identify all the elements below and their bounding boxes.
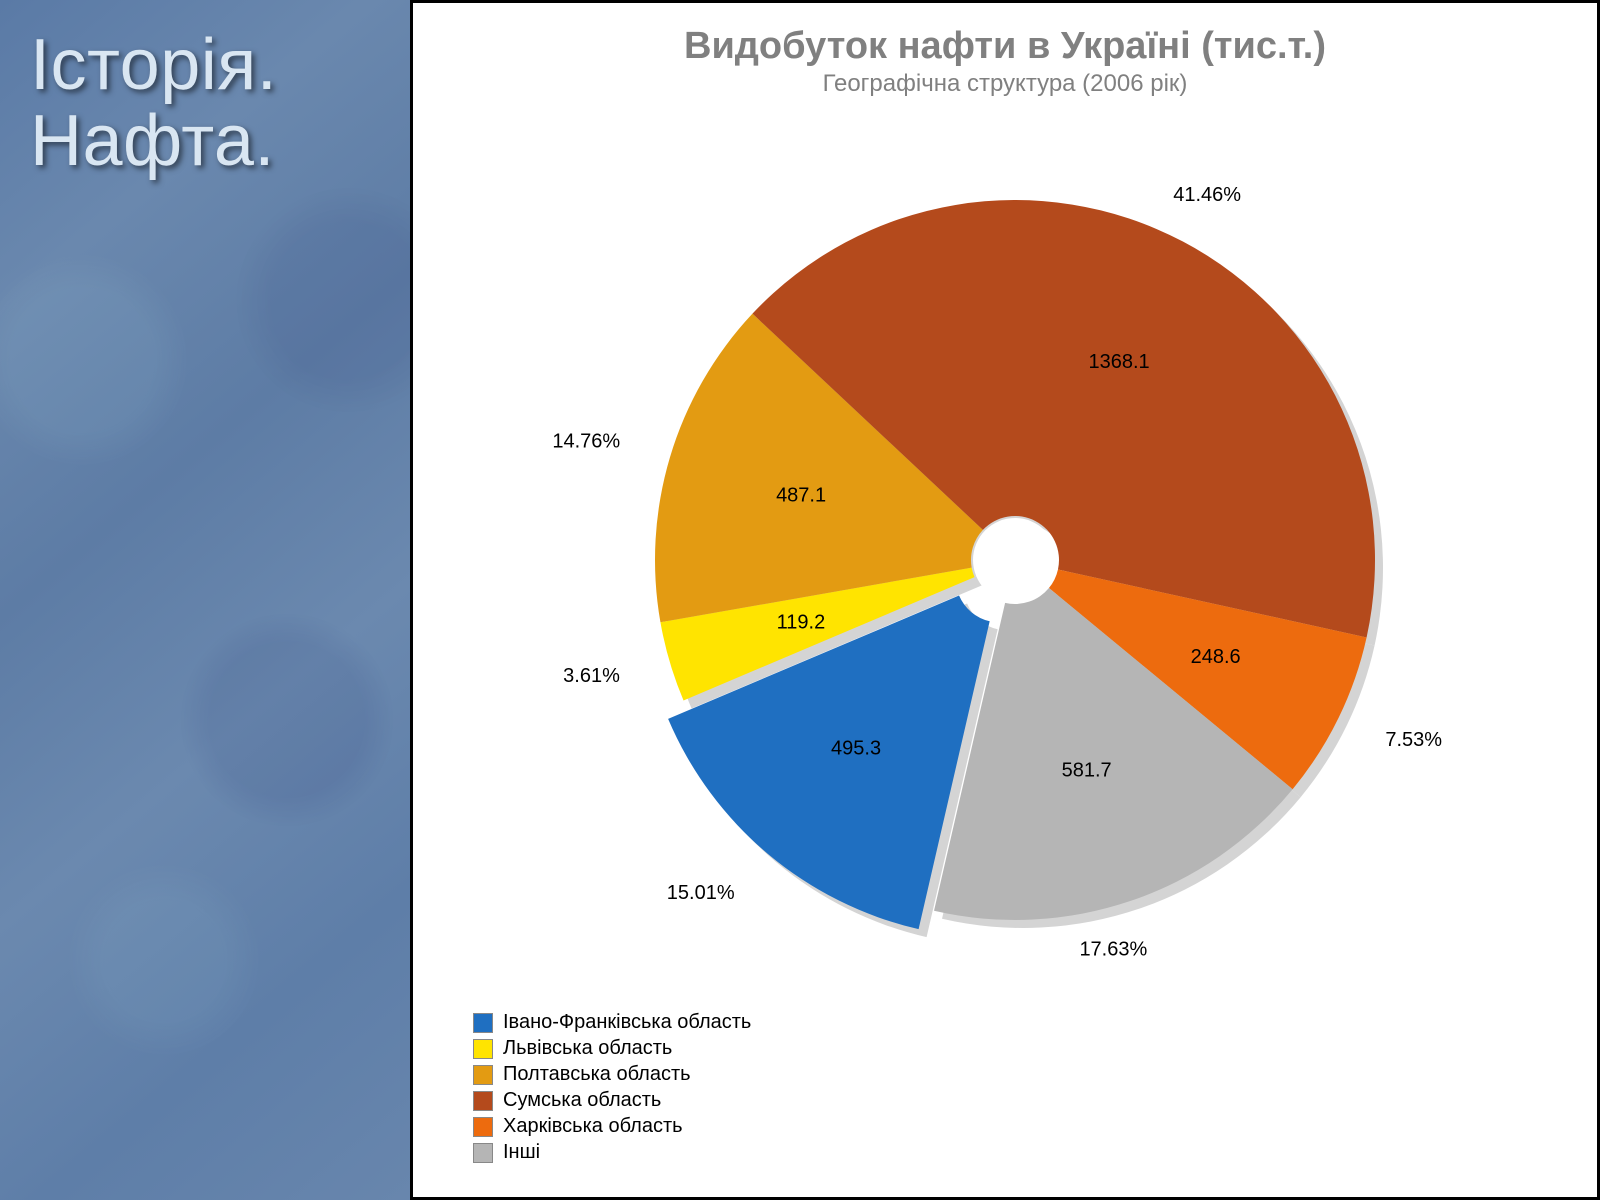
slice-percent-ivano: 15.01% xyxy=(667,882,735,904)
sidebar-title-line2: Нафта. xyxy=(30,104,400,180)
legend-swatch xyxy=(473,1065,493,1085)
slice-percent-lviv: 3.61% xyxy=(563,665,620,687)
chart-legend: Івано-Франківська область Львівська облас… xyxy=(473,1008,751,1167)
legend-label: Івано-Франківська область xyxy=(503,1011,751,1034)
chart-panel: Видобуток нафти в Україні (тис.т.) Геогр… xyxy=(410,0,1600,1200)
legend-item-other: Інші xyxy=(473,1141,751,1164)
slice-percent-kharkiv: 7.53% xyxy=(1385,729,1442,751)
legend-swatch xyxy=(473,1039,493,1059)
legend-swatch xyxy=(473,1013,493,1033)
slice-value-poltava: 487.1 xyxy=(776,484,826,506)
legend-label: Інші xyxy=(503,1141,540,1164)
slice-value-lviv: 119.2 xyxy=(777,612,826,634)
legend-swatch xyxy=(473,1117,493,1137)
legend-item-kharkiv: Харківська область xyxy=(473,1115,751,1138)
chart-subtitle: Географічна структура (2006 рік) xyxy=(413,70,1597,98)
slice-value-other: 581.7 xyxy=(1062,760,1112,782)
legend-item-lviv: Львівська область xyxy=(473,1037,751,1060)
slice-percent-other: 17.63% xyxy=(1079,938,1147,960)
legend-item-poltava: Полтавська область xyxy=(473,1063,751,1086)
legend-item-sumy: Сумська область xyxy=(473,1089,751,1112)
legend-item-ivano: Івано-Франківська область xyxy=(473,1011,751,1034)
chart-title: Видобуток нафти в Україні (тис.т.) xyxy=(413,25,1597,68)
slice-percent-sumy: 41.46% xyxy=(1173,184,1241,206)
legend-swatch xyxy=(473,1143,493,1163)
legend-label: Харківська область xyxy=(503,1115,683,1138)
left-sidebar: Історія. Нафта. xyxy=(0,0,410,1200)
legend-swatch xyxy=(473,1091,493,1111)
slice-percent-poltava: 14.76% xyxy=(552,431,620,453)
sidebar-title: Історія. Нафта. xyxy=(0,0,410,179)
slice-value-kharkiv: 248.6 xyxy=(1191,646,1241,668)
legend-label: Сумська область xyxy=(503,1089,661,1112)
legend-label: Полтавська область xyxy=(503,1063,691,1086)
slice-value-sumy: 1368.1 xyxy=(1089,351,1150,373)
sidebar-title-line1: Історія. xyxy=(30,28,400,104)
slice-value-ivano: 495.3 xyxy=(831,738,881,760)
slide: Історія. Нафта. Видобуток нафти в Україн… xyxy=(0,0,1600,1200)
legend-label: Львівська область xyxy=(503,1037,672,1060)
pie-chart: 495.3 15.01% 119.2 3.61% 487.1 14.76% 1368.1 41… xyxy=(413,113,1597,987)
